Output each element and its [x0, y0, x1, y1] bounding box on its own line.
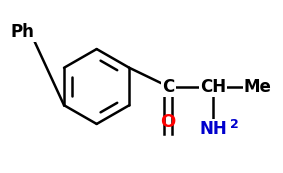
Text: CH: CH [200, 78, 226, 95]
Text: O: O [160, 113, 176, 131]
Text: C: C [162, 78, 174, 95]
Text: 2: 2 [230, 118, 239, 131]
Text: Me: Me [244, 78, 272, 95]
Text: Ph: Ph [10, 23, 34, 41]
Text: NH: NH [199, 120, 227, 138]
